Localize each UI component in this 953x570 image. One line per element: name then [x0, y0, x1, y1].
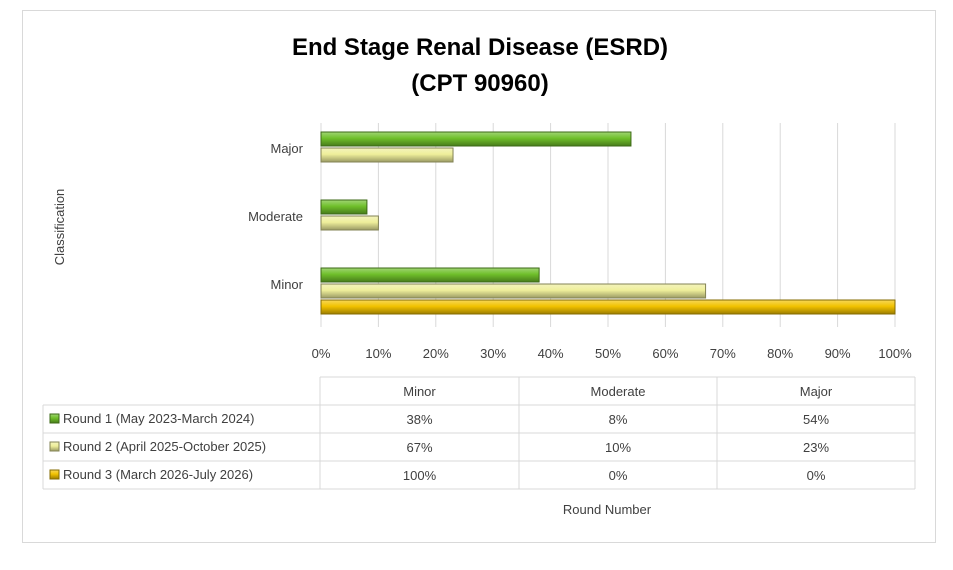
table-cell: 8%	[609, 412, 628, 427]
x-tick-label: 80%	[767, 346, 793, 361]
y-category-label: Moderate	[248, 209, 303, 224]
table-cell: 0%	[609, 468, 628, 483]
y-axis-title: Classification	[52, 189, 67, 266]
bar	[320, 131, 632, 147]
x-tick-label: 10%	[365, 346, 391, 361]
bar	[320, 299, 896, 315]
legend-label: Round 3 (March 2026-July 2026)	[63, 467, 253, 482]
table-header: Minor	[403, 384, 436, 399]
x-tick-label: 20%	[423, 346, 449, 361]
x-tick-label: 90%	[825, 346, 851, 361]
chart: End Stage Renal Disease (ESRD) (CPT 90960…	[42, 34, 916, 517]
table-header: Moderate	[591, 384, 646, 399]
bar	[320, 199, 368, 215]
legend-swatch	[49, 441, 60, 452]
y-category-label: Minor	[270, 277, 303, 292]
table-cell: 38%	[406, 412, 432, 427]
x-tick-label: 0%	[312, 346, 331, 361]
bar	[320, 215, 379, 231]
chart-title: End Stage Renal Disease (ESRD)	[292, 34, 668, 61]
table-header: Major	[800, 384, 833, 399]
legend-label: Round 2 (April 2025-October 2025)	[63, 439, 266, 454]
x-axis-title: Round Number	[563, 502, 652, 517]
x-tick-label: 50%	[595, 346, 621, 361]
x-tick-label: 60%	[652, 346, 678, 361]
x-tick-label: 40%	[538, 346, 564, 361]
table-cell: 10%	[605, 440, 631, 455]
x-tick-label: 30%	[480, 346, 506, 361]
legend-swatch	[49, 469, 60, 480]
x-tick-label: 100%	[878, 346, 912, 361]
x-tick-label: 70%	[710, 346, 736, 361]
table-cell: 100%	[403, 468, 437, 483]
table-cell: 54%	[803, 412, 829, 427]
legend-swatch	[49, 413, 60, 424]
legend-label: Round 1 (May 2023-March 2024)	[63, 411, 255, 426]
y-category-label: Major	[270, 141, 303, 156]
bar	[320, 147, 454, 163]
table-cell: 67%	[406, 440, 432, 455]
bar	[320, 267, 540, 283]
table-cell: 23%	[803, 440, 829, 455]
chart-frame: End Stage Renal Disease (ESRD) (CPT 90960…	[22, 10, 936, 543]
table-cell: 0%	[807, 468, 826, 483]
bar	[320, 283, 707, 299]
chart-subtitle: (CPT 90960)	[411, 70, 548, 97]
